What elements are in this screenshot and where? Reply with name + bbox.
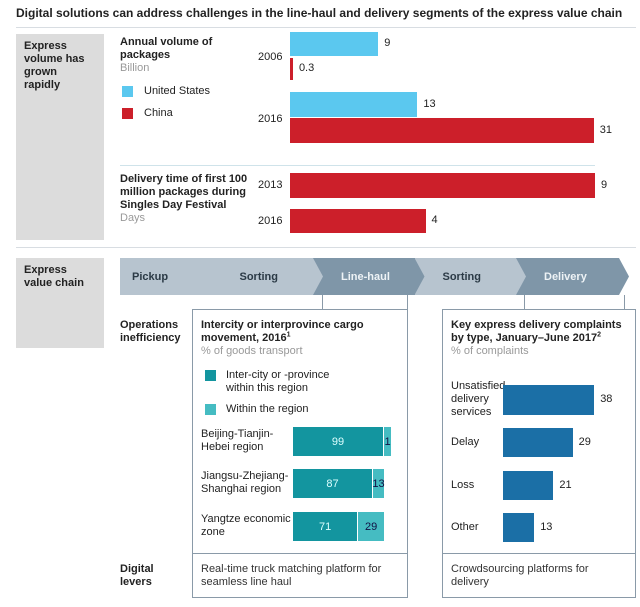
data-label: 29 <box>578 435 591 448</box>
bar-segment: 29 <box>358 512 385 541</box>
divider <box>120 165 595 166</box>
bar <box>503 385 595 415</box>
data-label: 13 <box>423 97 436 110</box>
chart4-title-text: Key express delivery complaints by type,… <box>451 319 622 344</box>
data-label: 4 <box>431 214 438 226</box>
bar <box>290 118 594 143</box>
category-label: Loss <box>451 479 475 491</box>
bar-segment: 1 <box>384 427 393 456</box>
lever-delivery: Crowdsourcing platforms for delivery <box>451 563 589 588</box>
category-label: Unsatisfied delivery services <box>451 380 506 418</box>
category-label: Yangtze economic zone <box>201 513 291 538</box>
chart4-heading: Key express delivery complaints by type,… <box>451 319 633 358</box>
connector <box>322 295 323 309</box>
chart4-unit: % of complaints <box>451 345 529 357</box>
legend-label-within: Within the region <box>226 403 309 415</box>
connector <box>407 295 408 309</box>
data-label: 31 <box>599 123 613 136</box>
bar <box>503 428 573 457</box>
category-label: Jiangsu-Zhejiang-Shanghai region <box>201 470 289 495</box>
chart3-title: Intercity or interprovince cargo movemen… <box>201 319 401 345</box>
bar <box>290 92 418 117</box>
footnote-marker: 1 <box>286 331 291 339</box>
chart2-heading: Delivery time of first 100 million packa… <box>120 173 252 225</box>
connector <box>524 295 525 309</box>
bar <box>503 513 535 542</box>
bar-segment: 13 <box>372 469 385 498</box>
bar-segment: 71 <box>293 512 359 541</box>
data-label: 0.3 <box>298 62 315 74</box>
section-label-box: Express value chain <box>16 258 104 348</box>
tick-label-2016: 2016 <box>258 215 283 227</box>
row-label-levers: Digital levers <box>120 563 154 588</box>
chart2-unit: Days <box>120 212 146 224</box>
legend-swatch-china <box>122 108 133 119</box>
category-label: Other <box>451 521 479 533</box>
data-label: 9 <box>601 178 608 191</box>
chart3-title-text: Intercity or interprovince cargo movemen… <box>201 319 364 344</box>
legend-swatch-us <box>122 86 133 97</box>
category-label: Beijing-Tianjin-Hebei region <box>201 428 274 453</box>
chart3-heading: Intercity or interprovince cargo movemen… <box>201 319 401 358</box>
footnote-marker: 2 <box>597 331 602 339</box>
tick-label-2016: 2016 <box>258 113 283 125</box>
chart1-unit: Billion <box>120 62 150 74</box>
chart1-title: Annual volume of packages <box>120 36 213 61</box>
chain-step-pickup: Pickup <box>120 258 224 295</box>
bar <box>290 32 379 56</box>
chain-step-delivery: Delivery <box>516 258 629 295</box>
chart2-title: Delivery time of first 100 million packa… <box>120 173 248 211</box>
section-label: Express volume has grown rapidly <box>24 40 85 91</box>
legend-swatch-within <box>205 404 216 415</box>
chart1-heading: Annual volume of packages Billion <box>120 36 250 75</box>
section-label-box: Express volume has grown rapidly <box>16 34 104 240</box>
chain-step-sorting: Sorting <box>415 258 528 295</box>
legend-label-intercity: Inter-city or -province within this regi… <box>226 369 330 394</box>
bar <box>290 58 293 80</box>
bar <box>290 173 595 198</box>
data-label: 9 <box>384 37 391 49</box>
bar-segment: 99 <box>293 427 385 456</box>
divider <box>16 247 636 248</box>
lever-linehaul: Real-time truck matching platform for se… <box>201 563 382 588</box>
connector <box>624 295 625 309</box>
legend-label-china: China <box>144 107 173 119</box>
data-label: 21 <box>559 478 572 491</box>
data-label: 13 <box>540 520 553 533</box>
bar-segment: 87 <box>293 469 374 498</box>
category-label: Delay <box>451 436 480 448</box>
row-label-ops: Operations inefficiency <box>120 319 181 344</box>
bar <box>503 471 554 500</box>
linehaul-panel <box>192 309 408 598</box>
tick-label-2006: 2006 <box>258 51 283 63</box>
section-label: Express value chain <box>24 264 84 289</box>
legend-swatch-intercity <box>205 370 216 381</box>
divider <box>16 27 636 28</box>
chain-step-line-haul: Line-haul <box>313 258 426 295</box>
divider <box>193 553 407 554</box>
data-label: 38 <box>600 393 613 405</box>
legend-label-us: United States <box>144 85 211 97</box>
tick-label-2013: 2013 <box>258 179 283 191</box>
chain-step-sorting: Sorting <box>212 258 325 295</box>
delivery-panel <box>442 309 636 598</box>
bar <box>290 209 426 233</box>
divider <box>443 553 635 554</box>
chart3-unit: % of goods transport <box>201 345 303 357</box>
chart4-title: Key express delivery complaints by type,… <box>451 319 633 345</box>
page-title: Digital solutions can address challenges… <box>16 6 623 20</box>
